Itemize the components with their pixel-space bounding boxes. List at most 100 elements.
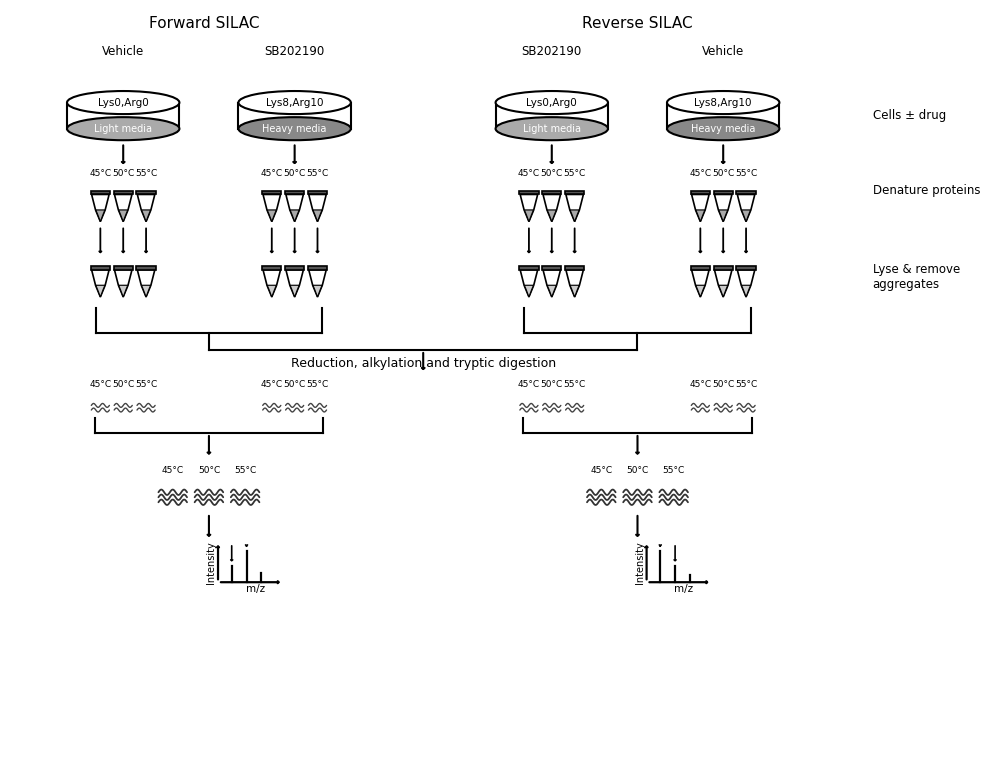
Polygon shape <box>290 285 299 297</box>
Polygon shape <box>238 103 351 129</box>
Text: Reduction, alkylation and tryptic digestion: Reduction, alkylation and tryptic digest… <box>291 357 556 370</box>
Polygon shape <box>263 270 281 297</box>
Polygon shape <box>313 210 322 221</box>
Text: Lys8,Arg10: Lys8,Arg10 <box>266 98 323 107</box>
Polygon shape <box>547 210 556 221</box>
Polygon shape <box>543 270 561 297</box>
Text: 55°C: 55°C <box>306 380 329 389</box>
Text: 45°C: 45°C <box>261 380 283 389</box>
Text: Lyse & remove
aggregates: Lyse & remove aggregates <box>873 263 960 291</box>
Polygon shape <box>313 285 322 297</box>
Polygon shape <box>114 270 132 297</box>
Text: Vehicle: Vehicle <box>102 45 144 58</box>
FancyBboxPatch shape <box>136 267 156 270</box>
Polygon shape <box>286 270 303 297</box>
Polygon shape <box>92 194 109 221</box>
Polygon shape <box>719 210 728 221</box>
Text: Intensity: Intensity <box>206 541 216 584</box>
Polygon shape <box>524 210 533 221</box>
Polygon shape <box>543 194 561 221</box>
Text: Lys0,Arg0: Lys0,Arg0 <box>98 98 149 107</box>
FancyBboxPatch shape <box>262 191 281 194</box>
Text: SB202190: SB202190 <box>522 45 582 58</box>
Text: 45°C: 45°C <box>689 169 711 178</box>
FancyBboxPatch shape <box>285 191 304 194</box>
Polygon shape <box>96 285 105 297</box>
Polygon shape <box>286 194 303 221</box>
FancyBboxPatch shape <box>714 191 733 194</box>
Polygon shape <box>696 285 705 297</box>
Text: 45°C: 45°C <box>518 169 540 178</box>
Polygon shape <box>566 194 583 221</box>
Polygon shape <box>520 270 538 297</box>
Text: 45°C: 45°C <box>590 466 612 476</box>
Ellipse shape <box>238 117 351 140</box>
Polygon shape <box>496 103 608 129</box>
Text: 45°C: 45°C <box>689 380 711 389</box>
FancyBboxPatch shape <box>114 191 133 194</box>
Polygon shape <box>267 285 276 297</box>
Polygon shape <box>92 270 109 297</box>
Polygon shape <box>119 210 128 221</box>
Polygon shape <box>524 285 533 297</box>
Text: Light media: Light media <box>94 124 152 134</box>
Text: SB202190: SB202190 <box>265 45 325 58</box>
Text: 55°C: 55°C <box>663 466 685 476</box>
Polygon shape <box>309 194 326 221</box>
Polygon shape <box>267 210 276 221</box>
Text: Heavy media: Heavy media <box>262 124 327 134</box>
Ellipse shape <box>67 91 179 114</box>
FancyBboxPatch shape <box>542 191 561 194</box>
Polygon shape <box>137 194 155 221</box>
Text: 55°C: 55°C <box>306 169 329 178</box>
FancyBboxPatch shape <box>691 191 710 194</box>
FancyBboxPatch shape <box>736 191 756 194</box>
FancyBboxPatch shape <box>519 267 539 270</box>
Polygon shape <box>137 270 155 297</box>
Text: m/z: m/z <box>674 584 693 594</box>
Polygon shape <box>742 285 751 297</box>
Text: 50°C: 50°C <box>541 380 563 389</box>
Polygon shape <box>547 285 556 297</box>
Text: 55°C: 55°C <box>234 466 256 476</box>
Text: 50°C: 50°C <box>284 380 306 389</box>
Ellipse shape <box>667 91 779 114</box>
FancyBboxPatch shape <box>565 267 584 270</box>
FancyBboxPatch shape <box>714 267 733 270</box>
Text: Forward SILAC: Forward SILAC <box>149 16 259 31</box>
Text: Denature proteins: Denature proteins <box>873 183 980 197</box>
FancyBboxPatch shape <box>114 267 133 270</box>
Polygon shape <box>114 194 132 221</box>
Ellipse shape <box>496 117 608 140</box>
Polygon shape <box>737 194 755 221</box>
Polygon shape <box>737 270 755 297</box>
Text: Lys0,Arg0: Lys0,Arg0 <box>526 98 577 107</box>
Text: 55°C: 55°C <box>564 380 586 389</box>
Text: 50°C: 50°C <box>712 169 734 178</box>
Polygon shape <box>96 210 105 221</box>
FancyBboxPatch shape <box>691 267 710 270</box>
FancyBboxPatch shape <box>136 191 156 194</box>
FancyBboxPatch shape <box>736 267 756 270</box>
Text: 55°C: 55°C <box>735 380 757 389</box>
Text: Cells ± drug: Cells ± drug <box>873 109 946 122</box>
Text: 45°C: 45°C <box>162 466 184 476</box>
Polygon shape <box>570 285 579 297</box>
Ellipse shape <box>667 117 779 140</box>
Text: 45°C: 45°C <box>89 380 111 389</box>
Text: Vehicle: Vehicle <box>702 45 744 58</box>
FancyBboxPatch shape <box>285 267 304 270</box>
Polygon shape <box>566 270 583 297</box>
Polygon shape <box>309 270 326 297</box>
FancyBboxPatch shape <box>262 267 281 270</box>
Polygon shape <box>696 210 705 221</box>
Polygon shape <box>263 194 281 221</box>
Text: Intensity: Intensity <box>635 541 645 584</box>
Text: 45°C: 45°C <box>261 169 283 178</box>
Polygon shape <box>714 270 732 297</box>
FancyBboxPatch shape <box>565 191 584 194</box>
Polygon shape <box>67 103 179 129</box>
Polygon shape <box>667 103 779 129</box>
Text: Reverse SILAC: Reverse SILAC <box>582 16 693 31</box>
Text: 50°C: 50°C <box>112 380 134 389</box>
